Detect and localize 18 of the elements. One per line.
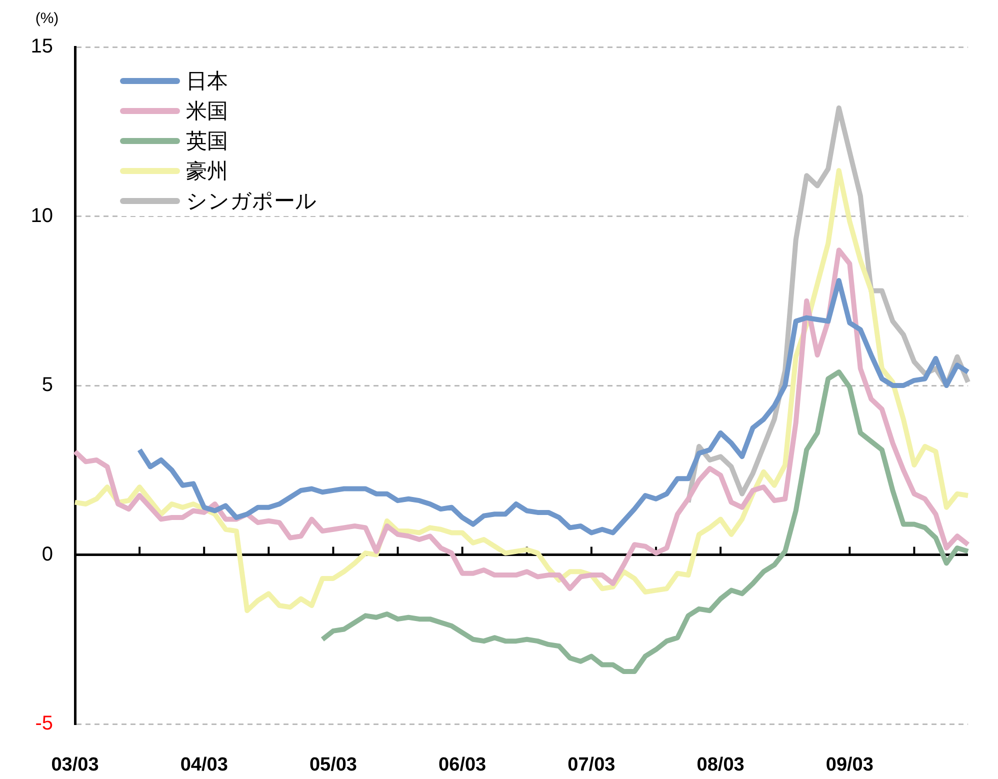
y-tick-label: 0	[42, 543, 53, 566]
y-tick-label: 15	[30, 36, 53, 58]
x-tick-label: 04/03	[180, 754, 228, 776]
legend-label: 米国	[186, 99, 228, 125]
y-axis-title: (%)	[35, 10, 59, 27]
x-tick-label: 03/03	[51, 754, 99, 776]
x-tick-label: 06/03	[438, 754, 486, 776]
x-tick-label: 09/03	[826, 754, 874, 776]
legend-label: シンガポール	[186, 189, 317, 215]
legend-label: 豪州	[186, 159, 228, 185]
x-tick-label: 05/03	[309, 754, 357, 776]
legend-label: 日本	[186, 69, 228, 95]
x-tick-label: 08/03	[696, 754, 744, 776]
y-tick-label: 10	[30, 204, 53, 227]
y-tick-label: 5	[42, 374, 53, 396]
legend-label: 英国	[186, 129, 228, 155]
x-tick-label: 07/03	[568, 754, 616, 776]
y-tick-label: -5	[35, 712, 53, 735]
